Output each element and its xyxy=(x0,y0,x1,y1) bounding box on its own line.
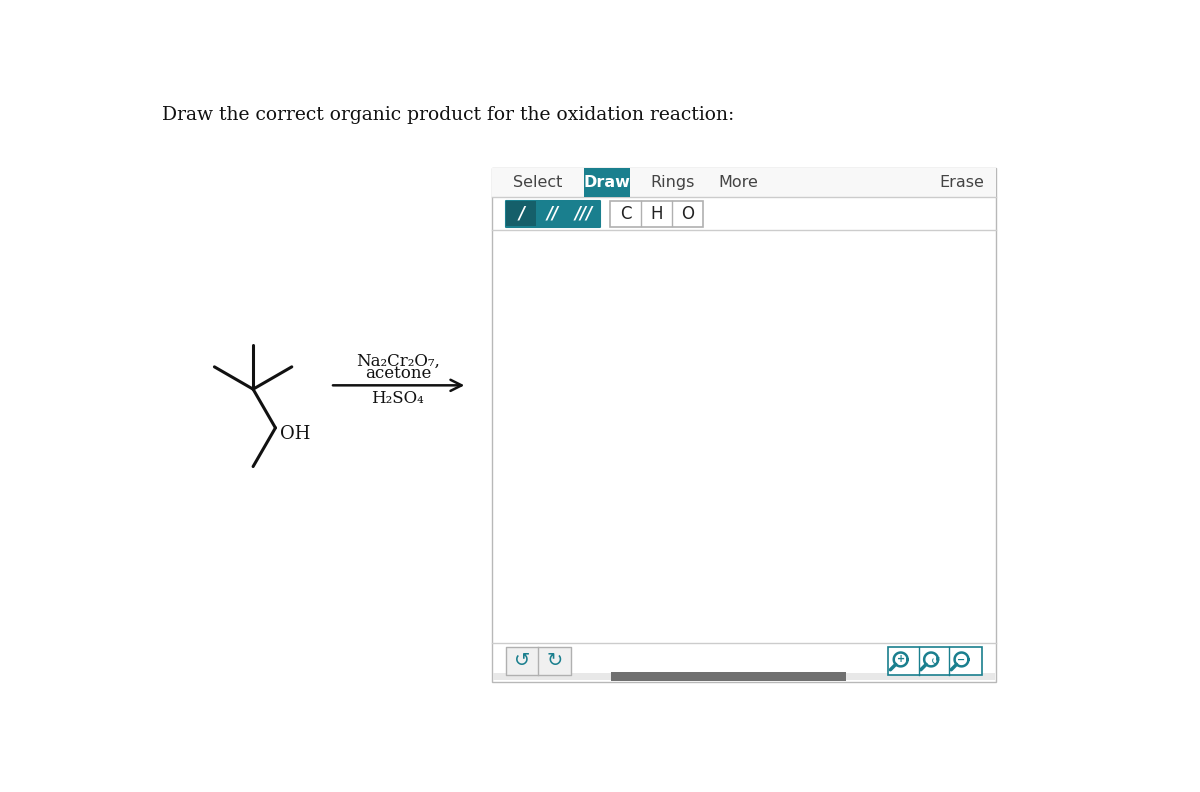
Bar xyxy=(611,672,846,681)
Bar xyxy=(493,672,995,680)
Text: H: H xyxy=(650,204,662,223)
Text: O: O xyxy=(680,204,694,223)
Bar xyxy=(584,168,630,197)
Bar xyxy=(505,200,600,227)
Text: //: // xyxy=(546,204,559,223)
Text: Rings: Rings xyxy=(650,175,695,190)
Bar xyxy=(492,168,996,682)
Text: OH: OH xyxy=(280,425,311,443)
Bar xyxy=(506,201,536,226)
Text: More: More xyxy=(719,175,758,190)
Text: ↻: ↻ xyxy=(547,652,563,671)
Text: H₂SO₄: H₂SO₄ xyxy=(372,390,425,407)
Text: acetone: acetone xyxy=(365,365,431,383)
Text: C: C xyxy=(620,204,631,223)
Text: /: / xyxy=(518,204,524,223)
Text: Select: Select xyxy=(514,175,563,190)
Text: −: − xyxy=(958,654,966,664)
Bar xyxy=(505,647,571,675)
Text: Draw the correct organic product for the oxidation reaction:: Draw the correct organic product for the… xyxy=(162,106,734,124)
Text: +: + xyxy=(896,654,905,664)
Text: Draw: Draw xyxy=(584,175,631,190)
Bar xyxy=(888,647,983,675)
Text: Erase: Erase xyxy=(940,175,984,190)
Text: Na₂Cr₂O₇,: Na₂Cr₂O₇, xyxy=(356,353,439,370)
Bar xyxy=(611,200,703,227)
Text: ↺: ↺ xyxy=(514,652,530,671)
Text: ///: /// xyxy=(575,204,593,223)
Text: ↺: ↺ xyxy=(931,657,941,667)
Bar xyxy=(492,168,996,197)
